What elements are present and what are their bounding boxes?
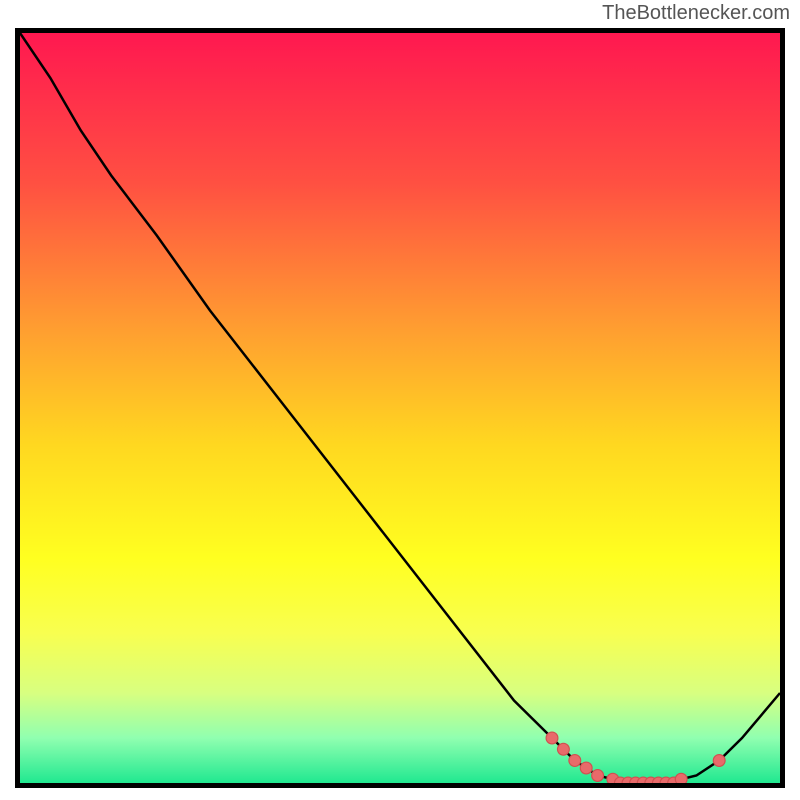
curve-marker <box>592 770 604 782</box>
curve-path <box>20 33 780 783</box>
bottleneck-curve <box>20 33 780 783</box>
chart-container: TheBottlenecker.com <box>0 0 800 800</box>
attribution-text: TheBottlenecker.com <box>602 2 790 25</box>
curve-marker <box>580 762 592 774</box>
curve-marker <box>546 732 558 744</box>
plot-area <box>15 28 785 788</box>
curve-marker <box>675 773 687 783</box>
curve-marker <box>713 755 725 767</box>
curve-marker <box>557 743 569 755</box>
curve-marker <box>569 755 581 767</box>
